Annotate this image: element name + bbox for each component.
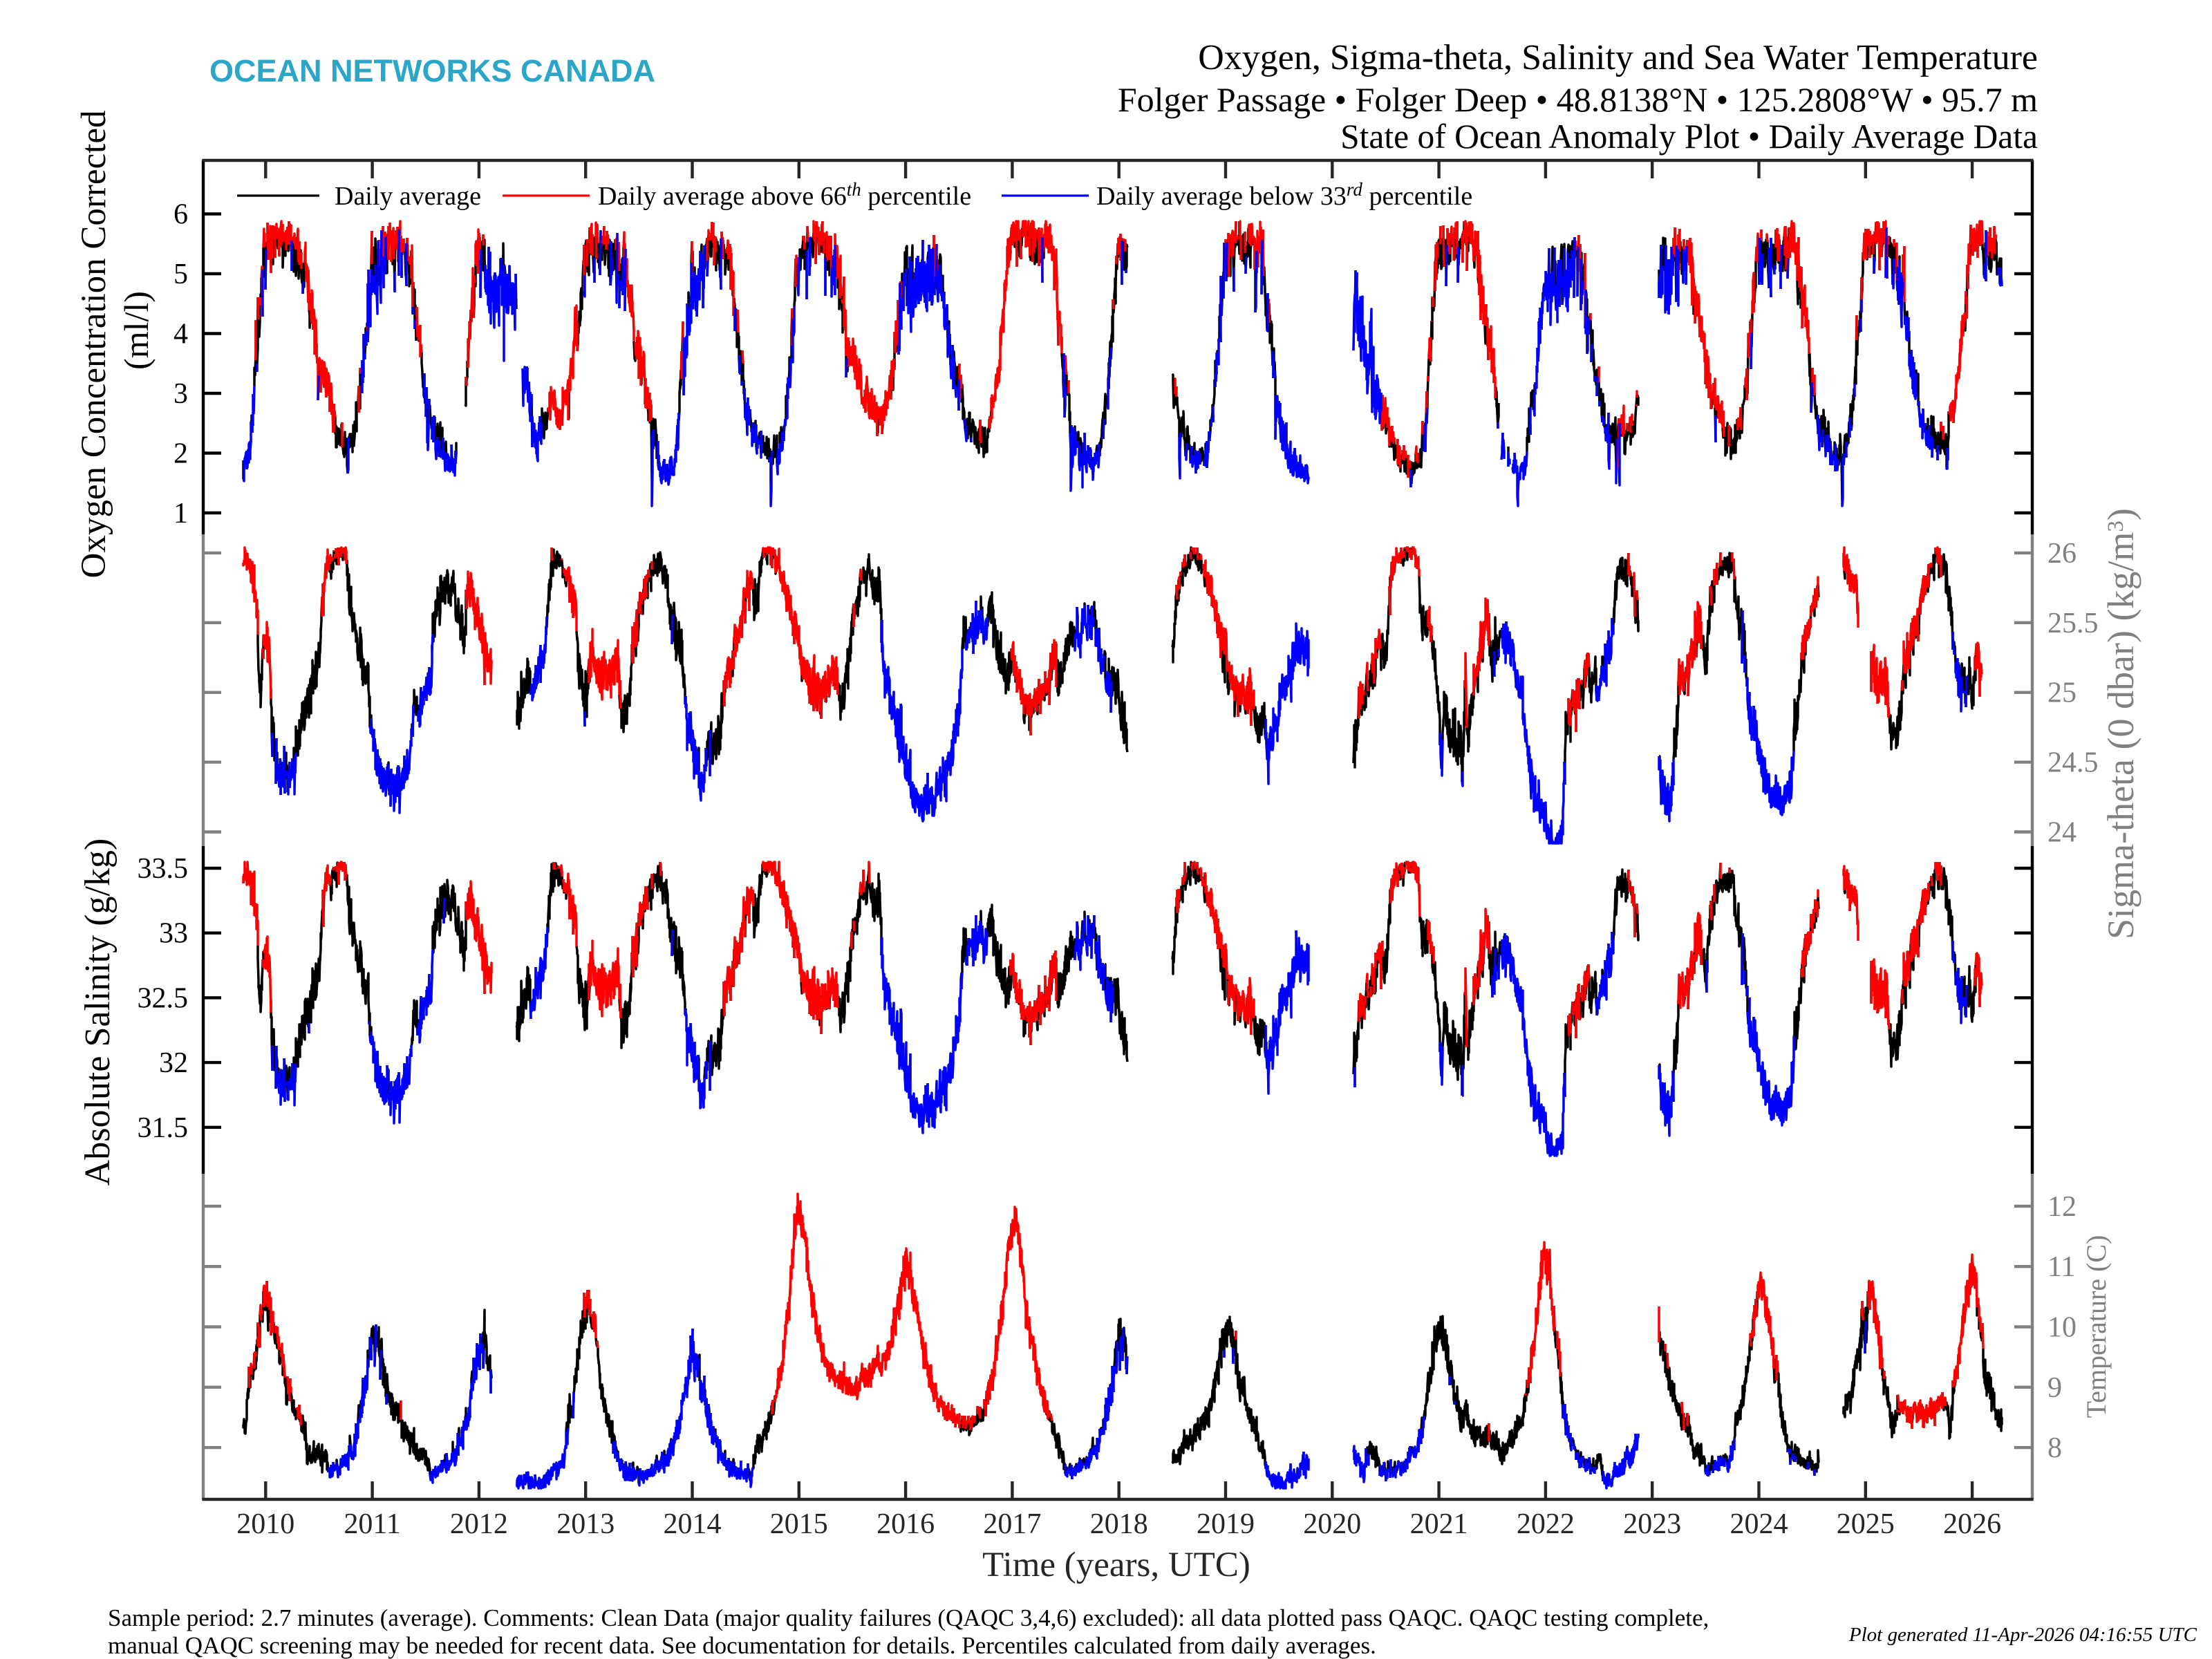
svg-text:5: 5 — [174, 259, 188, 290]
svg-text:24.5: 24.5 — [2047, 747, 2099, 779]
svg-text:32: 32 — [159, 1047, 188, 1079]
svg-text:2019: 2019 — [1197, 1508, 1255, 1540]
svg-text:manual QAQC screening may be n: manual QAQC screening may be needed for … — [108, 1632, 1376, 1659]
svg-text:11: 11 — [2047, 1251, 2075, 1283]
svg-text:9: 9 — [2047, 1372, 2062, 1404]
svg-text:Temperature (C): Temperature (C) — [2081, 1235, 2112, 1418]
svg-text:2010: 2010 — [236, 1508, 294, 1540]
svg-text:2014: 2014 — [664, 1508, 722, 1540]
svg-text:Daily average: Daily average — [335, 182, 481, 211]
svg-text:2017: 2017 — [983, 1508, 1041, 1540]
svg-text:2013: 2013 — [556, 1508, 615, 1540]
svg-text:Oxygen, Sigma-theta, Salinity: Oxygen, Sigma-theta, Salinity and Sea Wa… — [1198, 38, 2038, 77]
svg-text:Oxygen Concentration Corrected: Oxygen Concentration Corrected — [75, 111, 113, 579]
svg-text:2020: 2020 — [1303, 1508, 1361, 1540]
svg-text:1: 1 — [174, 498, 188, 529]
svg-text:2024: 2024 — [1730, 1508, 1788, 1540]
svg-text:2018: 2018 — [1090, 1508, 1148, 1540]
svg-text:Daily average below 33rd perce: Daily average below 33rd percentile — [1096, 179, 1472, 211]
svg-text:33.5: 33.5 — [138, 853, 189, 885]
svg-text:2022: 2022 — [1517, 1508, 1575, 1540]
svg-text:Folger Passage • Folger Deep •: Folger Passage • Folger Deep • 48.8138°N… — [1118, 80, 2038, 119]
svg-text:32.5: 32.5 — [138, 982, 189, 1014]
svg-text:Daily average above 66th perce: Daily average above 66th percentile — [598, 179, 971, 211]
svg-text:Sample period: 2.7 minutes (av: Sample period: 2.7 minutes (average). Co… — [108, 1604, 1709, 1631]
svg-text:2025: 2025 — [1837, 1508, 1895, 1540]
svg-text:2012: 2012 — [450, 1508, 508, 1540]
svg-text:4: 4 — [174, 319, 188, 350]
svg-text:Time (years, UTC): Time (years, UTC) — [982, 1546, 1250, 1584]
svg-text:2016: 2016 — [877, 1508, 935, 1540]
svg-text:2: 2 — [174, 438, 188, 470]
svg-text:25.5: 25.5 — [2047, 608, 2099, 639]
svg-text:26: 26 — [2047, 538, 2077, 570]
svg-text:2023: 2023 — [1623, 1508, 1681, 1540]
svg-text:Absolute Salinity (g/kg): Absolute Salinity (g/kg) — [78, 838, 118, 1186]
svg-text:3: 3 — [174, 378, 188, 410]
svg-text:31.5: 31.5 — [138, 1112, 189, 1144]
svg-text:Sigma-theta (0 dbar) (kg/m3): Sigma-theta (0 dbar) (kg/m3) — [2100, 508, 2141, 939]
svg-text:10: 10 — [2047, 1312, 2077, 1344]
svg-text:(ml/l): (ml/l) — [117, 291, 156, 370]
svg-text:2026: 2026 — [1943, 1508, 2001, 1540]
svg-text:8: 8 — [2047, 1432, 2062, 1464]
svg-text:2021: 2021 — [1410, 1508, 1468, 1540]
svg-text:25: 25 — [2047, 677, 2077, 709]
svg-text:6: 6 — [174, 199, 188, 231]
svg-text:State of Ocean Anomaly Plot •: State of Ocean Anomaly Plot • Daily Aver… — [1340, 118, 2038, 156]
svg-text:Plot generated 11-Apr-2026 04:: Plot generated 11-Apr-2026 04:16:55 UTC — [1848, 1624, 2197, 1646]
svg-text:12: 12 — [2047, 1191, 2077, 1223]
svg-text:33: 33 — [159, 918, 188, 950]
svg-text:2015: 2015 — [770, 1508, 828, 1540]
svg-text:OCEAN NETWORKS CANADA: OCEAN NETWORKS CANADA — [209, 53, 655, 88]
svg-text:24: 24 — [2047, 817, 2077, 849]
svg-text:2011: 2011 — [344, 1508, 400, 1540]
